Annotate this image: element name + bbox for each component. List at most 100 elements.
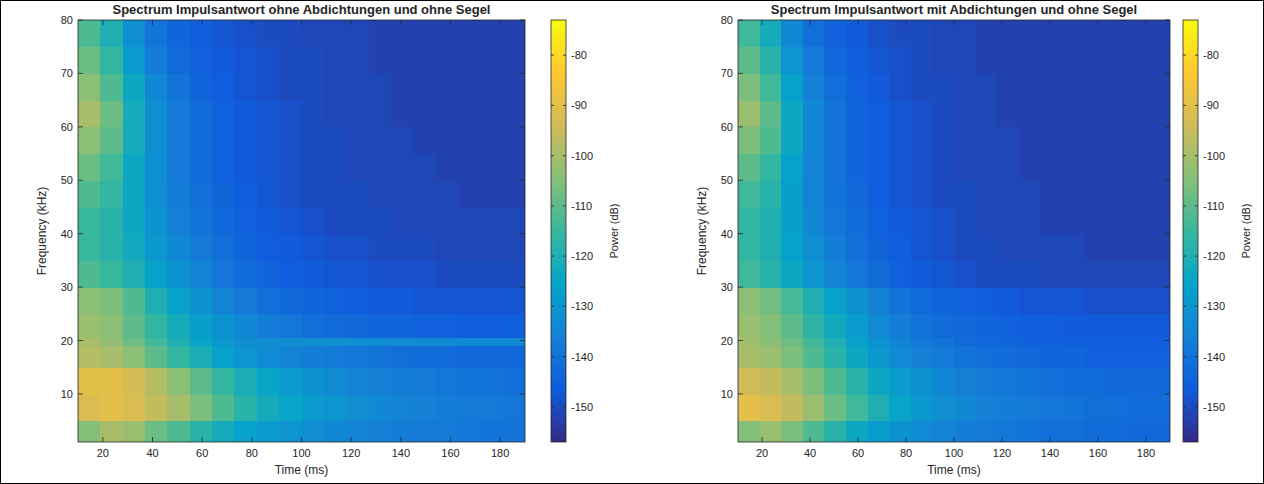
heatmap-cell [781,100,803,127]
colorbar-tick [1195,256,1198,257]
colorbar-tick-label: -80 [1203,49,1219,61]
heatmap-cell [846,367,868,394]
y-tick [520,126,525,127]
heatmap-cell [1062,367,1084,394]
heatmap-cell [1062,314,1084,339]
heatmap-cell [781,338,803,347]
heatmap-cell [932,394,954,421]
heatmap-cell [803,20,825,47]
heatmap-cell [846,20,868,47]
heatmap-cell [868,260,890,287]
heatmap-cell [503,47,525,74]
y-tick-label: 60 [61,121,73,133]
heatmap-cell [760,47,782,74]
y-tick [78,180,83,181]
heatmap-cell [100,20,123,47]
heatmap-cell [1062,180,1084,207]
heatmap-cell [954,100,976,127]
heatmap-cell [123,394,146,421]
x-tick [301,20,302,25]
y-tick [1165,233,1170,234]
heatmap-cell [145,260,168,287]
heatmap-cell [1148,47,1170,74]
heatmap-cell [458,394,481,421]
colorbar-tick [1183,55,1186,56]
heatmap-cell [1019,367,1041,394]
heatmap-cell [760,314,782,339]
heatmap-cell [1040,367,1062,394]
heatmap-cell [803,314,825,339]
heatmap-cell [436,346,459,368]
y-tick [520,287,525,288]
y-tick [738,180,743,181]
heatmap-cell [1040,234,1062,261]
heatmap-cell [1105,338,1127,347]
x-tick [251,20,252,25]
heatmap-cell [760,20,782,47]
heatmap-cell [100,207,123,234]
heatmap-cell [954,260,976,287]
x-tick-label: 160 [441,447,459,459]
x-tick [351,20,352,25]
heatmap-cell [167,20,190,47]
colorbar-tick [1183,256,1186,257]
heatmap-cell [212,47,235,74]
heatmap-cell [480,127,503,154]
heatmap-cell [803,180,825,207]
heatmap-cell [123,338,146,347]
heatmap-cell [78,314,101,339]
heatmap-cell [1127,367,1149,394]
x-tick [1002,437,1003,442]
figure: 204060801001201401601801020304050607080T… [0,0,1264,484]
heatmap-cell [190,207,213,234]
heatmap-cell [458,367,481,394]
heatmap-cell [100,154,123,181]
heatmap-cell [436,127,459,154]
heatmap-cell [123,367,146,394]
heatmap-cell [824,207,846,234]
heatmap-cell [234,421,257,442]
heatmap-cell [302,421,325,442]
heatmap-cell [212,314,235,339]
heatmap-cell [1148,260,1170,287]
heatmap-cell [1105,234,1127,261]
heatmap-cell [503,346,525,368]
heatmap-cell [738,346,760,368]
heatmap-cell [1040,127,1062,154]
heatmap-cell [391,73,414,100]
heatmap-cell [503,73,525,100]
heatmap-cell [503,154,525,181]
y-tick-label: 10 [721,388,733,400]
heatmap-cell [145,100,168,127]
heatmap-cell [824,47,846,74]
heatmap-cell [1148,20,1170,47]
heatmap-cell [954,338,976,347]
heatmap-cell [480,73,503,100]
x-tick [202,437,203,442]
heatmap-cell [932,346,954,368]
colorbar-tick [551,155,554,156]
heatmap-cell [190,421,213,442]
heatmap-cell [976,346,998,368]
heatmap-cell [803,421,825,442]
heatmap-cell [1062,127,1084,154]
heatmap-cell [324,287,347,314]
y-tick-label: 50 [721,174,733,186]
x-tick-label: 120 [993,447,1011,459]
heatmap-cell [1084,127,1106,154]
heatmap-cell [781,394,803,421]
heatmap-cell [803,47,825,74]
heatmap-cell [1084,394,1106,421]
x-tick [906,437,907,442]
heatmap-cell [100,127,123,154]
heatmap-cell [911,207,933,234]
heatmap-cell [1105,421,1127,442]
heatmap-cell [212,346,235,368]
heatmap-cell [190,180,213,207]
heatmap-cell [868,20,890,47]
heatmap-cell [824,100,846,127]
heatmap-cell [1019,100,1041,127]
heatmap-cell [391,346,414,368]
colorbar-tick-label: -90 [1203,99,1219,111]
heatmap-cell [954,367,976,394]
